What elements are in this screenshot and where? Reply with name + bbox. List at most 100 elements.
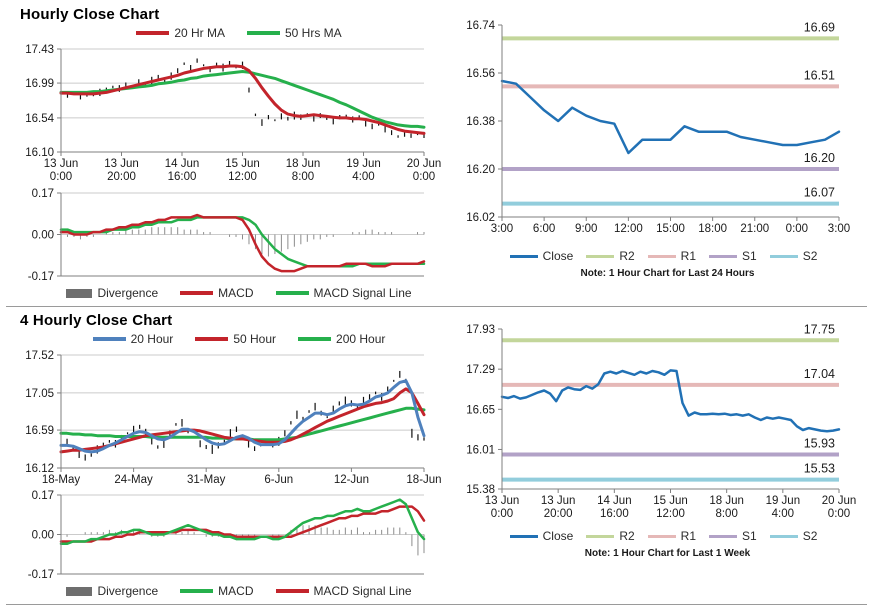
legend-label: S2 [802, 529, 818, 543]
level-label-r1: 17.04 [804, 367, 835, 381]
svg-text:21:00: 21:00 [740, 223, 769, 235]
svg-text:17.93: 17.93 [466, 324, 495, 336]
series-divergence [66, 227, 425, 257]
series-50-hour [59, 387, 426, 454]
level-label-r2: 17.75 [804, 322, 835, 336]
legend-label: Close [542, 529, 574, 543]
legend-swatch-close [509, 534, 538, 538]
legend-item-macd: MACD [180, 286, 254, 300]
legend-label: R2 [619, 529, 635, 543]
legend-label: S2 [802, 249, 818, 263]
legend-item-macd: MACD [180, 584, 254, 598]
y-axis-labels: 17.52 17.05 16.59 16.12 [25, 350, 61, 475]
svg-text:31-May: 31-May [187, 474, 226, 486]
svg-text:18-May: 18-May [42, 474, 81, 486]
legend-item-macd-signal-line: MACD Signal Line [275, 286, 412, 300]
level-label-r2: 16.69 [804, 20, 835, 34]
axes [501, 25, 839, 218]
legend-item-200-hour: 200 Hour [298, 332, 385, 346]
svg-text:16.56: 16.56 [466, 68, 495, 80]
svg-text:12-Jun: 12-Jun [334, 474, 369, 486]
hourly-pivot-legend: Close R2 R1 S1 S2 [442, 247, 867, 265]
legend-swatch-r2 [586, 534, 615, 538]
svg-text:3:00: 3:00 [491, 223, 513, 235]
svg-text:16.99: 16.99 [25, 78, 54, 90]
legend-swatch-s1 [709, 534, 737, 538]
svg-text:12:00: 12:00 [614, 223, 643, 235]
x-axis-labels: 13 Jun 0:00 13 Jun 20:00 14 Jun 16:00 15 Jun 12… [44, 152, 441, 183]
svg-text:0.17: 0.17 [32, 188, 54, 200]
hourly-macd-chart: 0.17 0.00 -0.17 [6, 188, 442, 284]
series-macd [59, 213, 426, 273]
four-hourly-macd-chart: 0.17 0.00 -0.17 [6, 490, 442, 582]
weekly-pivot-note: Note: 1 Hour Chart for Last 1 Week [584, 548, 751, 559]
svg-text:9:00: 9:00 [575, 223, 597, 235]
section-divider [6, 306, 867, 307]
svg-text:17.29: 17.29 [466, 364, 495, 376]
level-label-s1: 16.20 [804, 151, 835, 165]
legend-label: 20 Hr MA [174, 26, 225, 40]
legend-item-20-hour: 20 Hour [92, 332, 173, 346]
svg-text:17.05: 17.05 [25, 388, 54, 400]
legend-swatch-s2 [769, 534, 798, 538]
svg-text:15:00: 15:00 [656, 223, 685, 235]
svg-text:16.01: 16.01 [466, 444, 495, 456]
legend-swatch-macd-signal-line [275, 291, 309, 295]
gridlines [61, 48, 424, 119]
legend-swatch-macd-signal-line [275, 589, 309, 593]
hourly-price-chart: 17.43 16.99 16.54 16.10 13 Jun 0:00 13 Jun 20:0… [6, 42, 442, 188]
level-label-s2: 15.53 [804, 462, 835, 476]
svg-text:24-May: 24-May [114, 474, 153, 486]
legend-item-50-hrs-ma: 50 Hrs MA [247, 26, 342, 40]
svg-text:0.00: 0.00 [32, 230, 54, 242]
y-axis-labels: 16.74 16.56 16.38 16.20 16.02 [466, 20, 502, 224]
hourly-pivot-chart: 16.69 16.51 16.20 16.07 16.74 16.56 16.38 16.20… [442, 15, 867, 247]
four-hourly-price-chart: 17.52 17.05 16.59 16.12 18-May 24-May 31-May 6-… [6, 348, 442, 490]
legend-label: R1 [680, 529, 696, 543]
series-macd-signal-line [59, 505, 426, 543]
legend-item-macd-signal-line: MACD Signal Line [275, 584, 412, 598]
svg-text:3:00: 3:00 [828, 223, 850, 235]
legend-swatch-50-hour [195, 337, 229, 341]
svg-text:16.38: 16.38 [466, 116, 495, 128]
hourly-left-column: Hourly Close Chart 20 Hr MA 50 Hrs MA 17.… [6, 3, 442, 302]
legend-item-r2: R2 [586, 529, 635, 543]
svg-text:15.38: 15.38 [466, 484, 495, 496]
axes [501, 329, 839, 490]
hourly-macd-svg: 0.17 0.00 -0.17 [28, 188, 426, 283]
svg-text:16.10: 16.10 [25, 147, 54, 159]
y-axis-labels: 17.43 16.99 16.54 16.10 [25, 44, 61, 159]
four-hourly-right-column: 17.75 17.04 15.93 15.53 17.93 17.29 16.65 16.01… [442, 309, 867, 600]
hourly-price-legend: 20 Hr MA 50 Hrs MA [6, 24, 442, 42]
level-label-s1: 15.93 [804, 436, 835, 450]
svg-text:0.17: 0.17 [32, 490, 54, 502]
legend-item-divergence: Divergence [66, 584, 158, 598]
series-close [500, 369, 841, 433]
svg-text:17.43: 17.43 [25, 44, 54, 56]
weekly-pivot-chart: 17.75 17.04 15.93 15.53 17.93 17.29 16.65 16.01… [442, 321, 867, 527]
legend-label: R1 [680, 249, 696, 263]
series-20-hour [59, 379, 426, 454]
four-hourly-price-legend: 20 Hour 50 Hour 200 Hour [6, 330, 442, 348]
legend-item-r1: R1 [647, 529, 696, 543]
svg-text:16.65: 16.65 [466, 404, 495, 416]
series-50-hrs-ma [59, 70, 426, 129]
hourly-pivot-note: Note: 1 Hour Chart for Last 24 Hours [580, 268, 755, 279]
legend-swatch-s2 [769, 254, 798, 258]
weekly-pivot-legend: Close R2 R1 S1 S2 [442, 527, 867, 545]
svg-text:16.54: 16.54 [25, 113, 54, 125]
axes [60, 355, 424, 469]
svg-text:17.52: 17.52 [25, 350, 54, 362]
legend-swatch-20-hour [92, 337, 126, 341]
level-label-r1: 16.51 [804, 68, 835, 82]
legend-item-close: Close [509, 249, 573, 263]
